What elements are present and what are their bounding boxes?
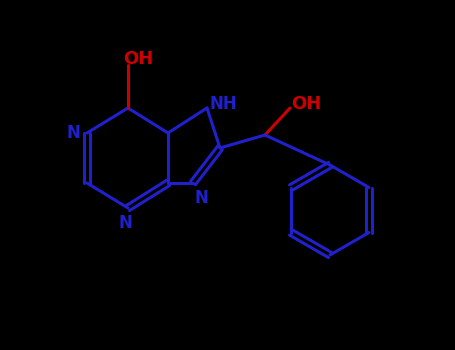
Text: N: N: [118, 214, 132, 232]
Text: N: N: [194, 189, 208, 207]
Text: OH: OH: [291, 95, 321, 113]
Text: OH: OH: [123, 50, 153, 68]
Text: NH: NH: [209, 95, 237, 113]
Text: N: N: [66, 124, 80, 142]
